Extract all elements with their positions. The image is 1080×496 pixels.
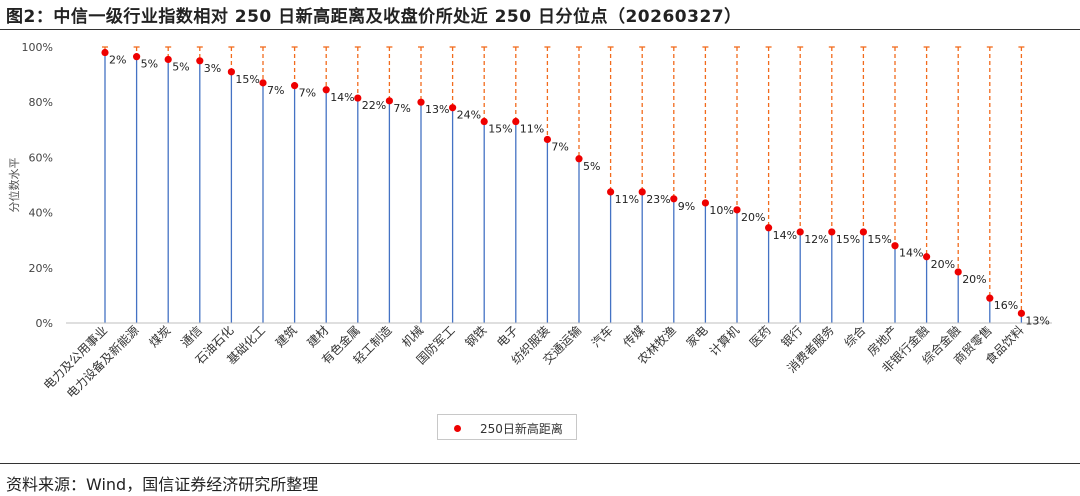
percentile-point [101,48,109,57]
percentile-point [385,97,393,105]
distance-label: 22% [362,99,386,112]
percentile-point [733,206,741,214]
percentile-point [354,94,362,102]
percentile-point [291,82,299,90]
x-tick-label: 家电 [683,323,711,351]
legend-marker [454,425,461,432]
distance-label: 20% [962,273,986,286]
distance-label: 7% [551,140,568,153]
percentile-point [417,98,425,106]
distance-label: 13% [1025,314,1049,327]
distance-label: 12% [804,233,828,246]
percentile-point [480,117,488,126]
distance-label: 20% [931,258,955,271]
y-tick-label: 80% [29,96,53,109]
legend: 250日新高距离 [437,414,577,440]
distance-label: 5% [141,58,158,71]
distance-label: 3% [204,62,221,75]
distance-label: 16% [994,299,1018,312]
distance-label: 7% [267,84,284,97]
percentile-point [196,57,204,65]
percentile-point [607,188,615,196]
percentile-point [701,199,710,207]
y-axis: 0% 20% 40% 60% 80% 100% [22,41,53,330]
percentile-point [670,195,678,203]
distance-label: 23% [646,193,670,206]
percentile-point [512,117,520,126]
percentile-point [322,86,330,94]
percentile-point [227,68,235,76]
distance-label: 14% [330,91,354,104]
footer-divider [0,463,1080,464]
percentile-point [575,155,583,163]
distance-label: 9% [678,200,695,213]
x-tick-label: 医药 [747,323,774,350]
source-note: 资料来源：Wind，国信证券经济研究所整理 [6,475,319,494]
y-tick-label: 100% [22,41,53,54]
x-tick-label: 计算机 [706,323,742,359]
y-tick-label: 0% [36,317,53,330]
distance-label: 24% [457,109,481,122]
x-tick-label: 综合 [841,323,869,351]
chart-title: 图2：中信一级行业指数相对 250 日新高距离及收盘价所处近 250 日分位点（… [6,7,742,27]
title-divider [0,29,1080,30]
distance-label: 15% [235,73,259,86]
y-tick-label: 20% [29,262,53,275]
percentile-point [449,104,457,112]
x-tick-label: 汽车 [588,323,616,351]
distance-label: 15% [488,123,512,136]
distance-label: 15% [836,233,860,246]
x-tick-label: 通信 [178,323,205,350]
percentile-point [765,224,773,232]
distance-label: 7% [393,102,410,115]
legend-label: 250日新高距离 [480,422,563,436]
percentile-stems [104,52,1023,323]
x-tick-labels: 电力及公用事业电力设备及新能源 煤炭 通信石油石化基础化工 建筑 建材有色金属轻工制造机… [41,323,1027,401]
distance-labels: 2% 5% 5% 3% 15% 7% 7% 14% 22% 7% 13% 24% 15% 11% 7% 5% 1… [109,54,1050,328]
x-tick-label: 机械 [399,323,427,351]
y-tick-label: 60% [29,151,53,164]
percentile-point [164,55,172,64]
lollipop-chart: 0% 20% 40% 60% 80% 100% 分位数水平 2% 5% 5% 3% 15% 7% 7%… [7,41,1052,401]
x-tick-label: 煤炭 [146,323,173,350]
percentile-point [986,294,994,302]
distance-label: 7% [299,87,316,100]
percentile-point [1017,309,1025,317]
x-tick-label: 传媒 [620,323,648,351]
distance-label: 13% [425,103,449,116]
x-tick-label: 建材 [304,323,331,350]
percentile-points [101,48,1025,317]
distance-label: 5% [583,160,600,173]
distance-to-high-lines [102,46,1025,314]
y-axis-label: 分位数水平 [7,158,21,213]
percentile-point [133,53,141,61]
x-tick-label: 钢铁 [462,323,489,350]
x-tick-label: 建筑 [272,323,300,351]
percentile-point [828,228,836,236]
x-tick-label: 银行 [778,323,805,350]
percentile-point [259,79,267,87]
distance-label: 14% [773,229,797,242]
percentile-point [859,228,868,236]
percentile-point [923,253,931,261]
x-tick-label: 电子 [494,323,521,350]
distance-label: 2% [109,54,126,67]
percentile-point [638,188,646,196]
percentile-point [954,268,962,276]
percentile-point [891,242,899,250]
distance-label: 15% [867,233,891,246]
distance-label: 11% [615,193,639,206]
distance-label: 10% [709,204,733,217]
percentile-point [543,135,552,144]
percentile-point [796,228,804,236]
distance-label: 20% [741,211,765,224]
distance-label: 5% [172,60,189,73]
distance-label: 14% [899,247,923,260]
y-tick-label: 40% [29,207,53,220]
distance-label: 11% [520,123,544,136]
